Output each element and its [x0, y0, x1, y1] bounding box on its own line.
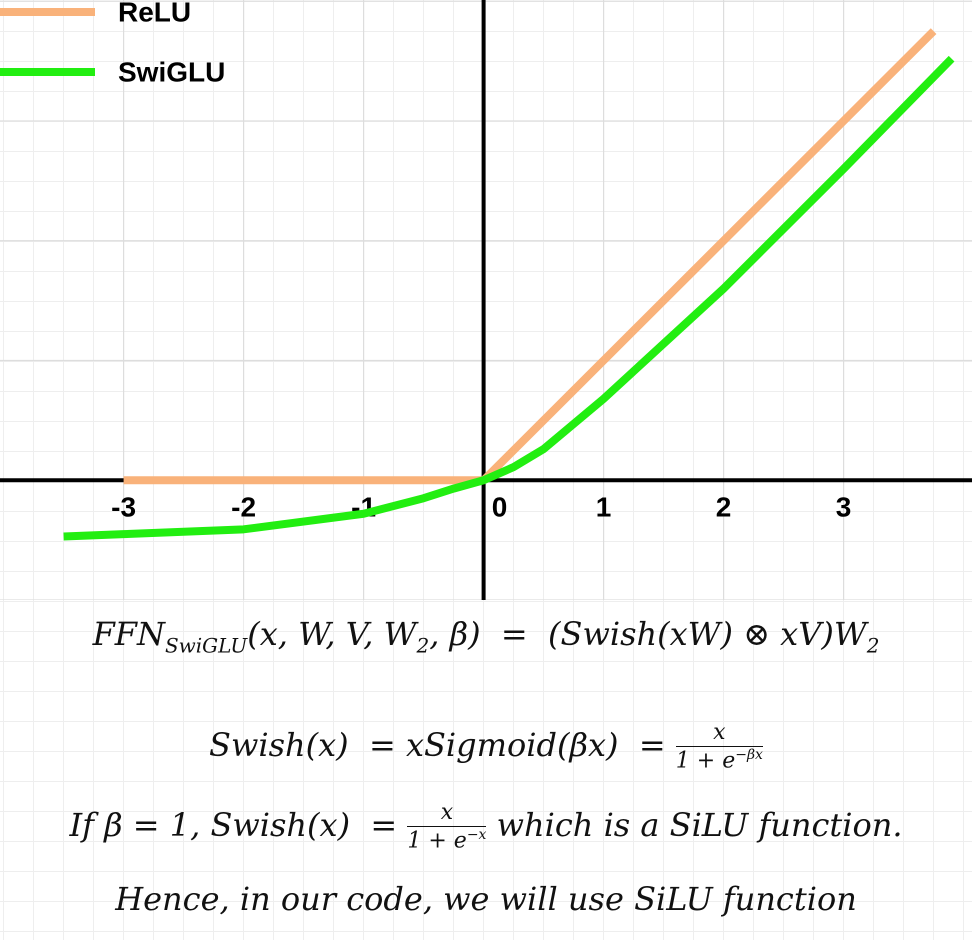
- eq-text: 2: [416, 633, 430, 658]
- x-tick-label: 3: [836, 492, 852, 523]
- x-tick-label: 2: [716, 492, 732, 523]
- eq-text: SwiGLU: [164, 633, 248, 658]
- eq-text: , β) = (Swish(xW) ⊗ xV)W: [429, 615, 867, 653]
- eq-text: If β = 1, Swish(x) =: [69, 806, 408, 845]
- x-tick-label: -2: [231, 492, 256, 523]
- legend-label: SwiGLU: [118, 56, 225, 87]
- numerator: x: [675, 720, 763, 748]
- ffn-equation: FFNSwiGLU(x, W, V, W2, β) = (Swish(xW) ⊗…: [0, 615, 972, 657]
- legend-label: ReLU: [118, 0, 191, 27]
- denominator: 1 + e: [407, 828, 467, 854]
- conclusion: Hence, in our code, we will use SiLU fun…: [115, 880, 857, 918]
- eq-text: 2: [866, 633, 880, 658]
- exponent: −βx: [735, 747, 763, 764]
- x-tick-label: -3: [111, 492, 136, 523]
- denominator: 1 + e: [675, 748, 736, 774]
- x-tick-label: 0: [492, 492, 508, 523]
- numerator: x: [407, 800, 487, 828]
- eq-text: which is a SiLU function.: [486, 806, 903, 845]
- exponent: −x: [466, 827, 487, 844]
- eq-text: Swish(x) = xSigmoid(βx) =: [209, 726, 676, 765]
- line-series: [63, 55, 955, 541]
- line-series: [123, 28, 937, 485]
- x-tick-label: 1: [596, 492, 612, 523]
- eq-text: FFN: [92, 615, 165, 653]
- eq-text: (x, W, V, W: [247, 615, 417, 653]
